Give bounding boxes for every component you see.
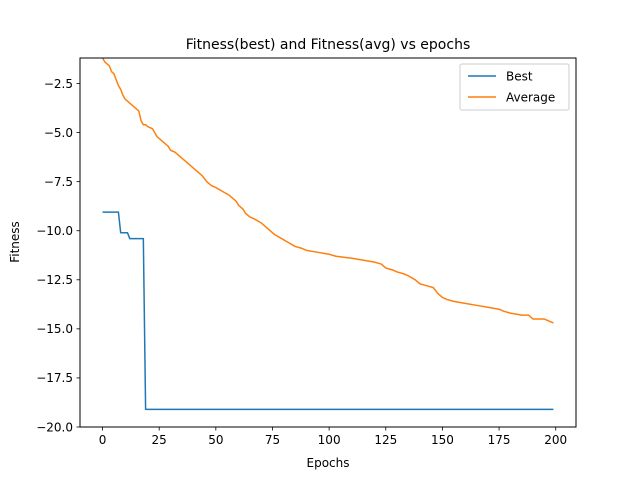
y-ticks: −20.0 −17.5 −15.0 −12.5 −10.0 −7.5 −5.0 −2.5	[36, 77, 80, 434]
x-tick-label: 25	[152, 433, 167, 447]
legend-label-average: Average	[506, 90, 555, 104]
x-tick-label: 150	[431, 433, 454, 447]
y-tick-label: −5.0	[44, 126, 73, 140]
y-tick-label: −7.5	[44, 175, 73, 189]
legend-label-best: Best	[506, 69, 533, 83]
x-tick-label: 175	[488, 433, 511, 447]
y-tick-label: −20.0	[36, 420, 73, 434]
x-tick-label: 50	[208, 433, 223, 447]
x-tick-label: 0	[99, 433, 107, 447]
series-line-average	[101, 57, 554, 324]
x-tick-label: 200	[544, 433, 567, 447]
x-tick-label: 75	[265, 433, 280, 447]
y-axis-label: Fitness	[8, 221, 22, 263]
x-tick-label: 125	[374, 433, 397, 447]
y-tick-label: −2.5	[44, 77, 73, 91]
series-line-best	[102, 211, 554, 411]
y-tick-label: −10.0	[36, 224, 73, 238]
y-tick-label: −17.5	[36, 371, 73, 385]
x-axis-label: Epochs	[307, 456, 350, 470]
chart-title: Fitness(best) and Fitness(avg) vs epochs	[186, 37, 471, 53]
y-tick-label: −15.0	[36, 322, 73, 336]
plot-frame	[79, 57, 577, 428]
legend: Best Average	[459, 63, 570, 111]
plot-lines	[101, 57, 554, 411]
y-tick-label: −12.5	[36, 273, 73, 287]
x-ticks: 0 25 50 75 100 125 150 175 200	[99, 427, 567, 447]
x-tick-label: 100	[318, 433, 341, 447]
